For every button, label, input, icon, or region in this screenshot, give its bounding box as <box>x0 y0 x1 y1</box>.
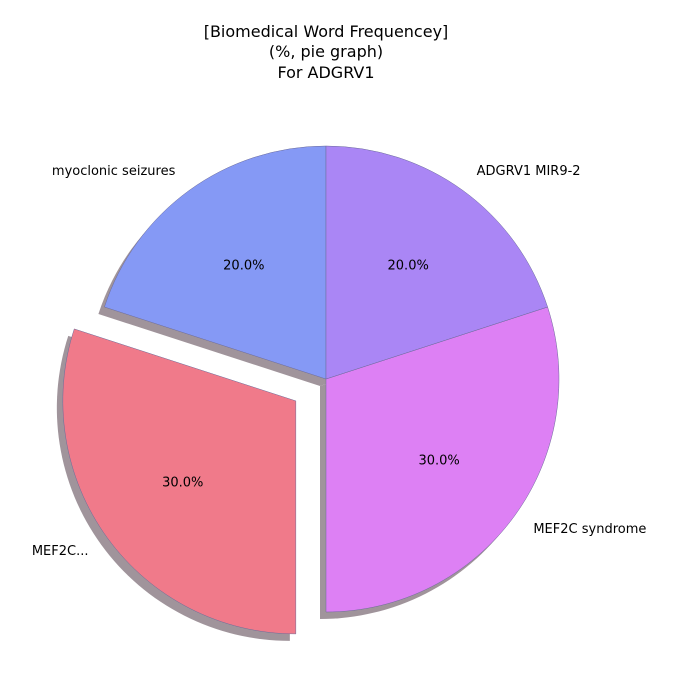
pie-slice-mef2c <box>62 328 297 635</box>
pie-slice-mef2c-syndrome <box>325 306 560 613</box>
slice-percent-adgrv1-mir9-2: 20.0% <box>388 258 429 273</box>
slice-label-mef2c: MEF2C... <box>32 544 89 559</box>
pie-slice-myoclonic-seizures <box>104 145 327 380</box>
slice-percent-mef2c-syndrome: 30.0% <box>418 454 459 469</box>
chart-title-line-3: For ADGRV1 <box>277 63 374 82</box>
chart-title-line-1: [Biomedical Word Frequencey] <box>204 22 449 41</box>
label-layer: myoclonic seizures 20.0% MEF2C... 30.0% MEF2… <box>32 164 647 559</box>
slice-label-myoclonic-seizures: myoclonic seizures <box>52 164 176 179</box>
chart-title-line-2: (%, pie graph) <box>269 42 383 61</box>
slice-percent-mef2c: 30.0% <box>162 476 203 491</box>
slice-layer <box>62 145 560 635</box>
pie-slice-adgrv1-mir9-2 <box>325 145 548 380</box>
slice-percent-myoclonic-seizures: 20.0% <box>223 258 264 273</box>
slice-label-mef2c-syndrome: MEF2C syndrome <box>533 522 646 537</box>
chart-title: [Biomedical Word Frequencey] (%, pie gra… <box>204 22 449 82</box>
slice-label-adgrv1-mir9-2: ADGRV1 MIR9-2 <box>477 164 581 179</box>
